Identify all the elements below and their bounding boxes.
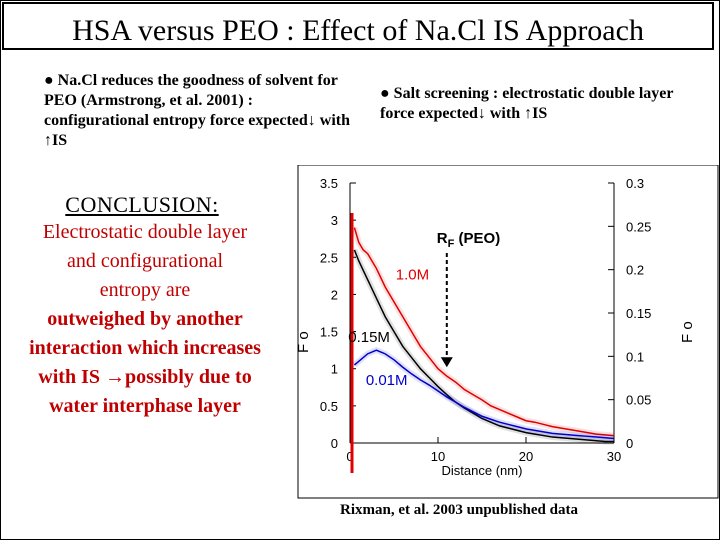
series-line-0 [353, 227, 615, 437]
y-left-tick-label: 0 [331, 436, 338, 451]
y-left-tick-label: 3.5 [320, 176, 338, 191]
y-right-tick-label: 0.05 [626, 393, 651, 408]
x-tick-label: 30 [607, 449, 621, 464]
series-line-1 [353, 249, 614, 443]
x-tick-label: 0 [346, 449, 353, 464]
conclusion-block: CONCLUSION: Electrostatic double layer a… [0, 192, 290, 421]
conclusion-line-1: Electrostatic double layer and configura… [42, 221, 248, 301]
conclusion-body: Electrostatic double layer and configura… [0, 218, 290, 421]
force-distance-chart: 0 0.5 1 1.5 2 2.5 3 3.5 0 0.05 0.1 0.15 0.2 0.25 0.3 0 1… [295, 165, 719, 499]
series-label-1-0m: 1.0M [396, 267, 429, 284]
y-axis-title-right: F o [679, 321, 696, 343]
y-left-tick-label: 2 [331, 287, 338, 302]
title-box: HSA versus PEO : Effect of Na.Cl IS Appr… [2, 2, 714, 50]
left-bullet-text: ● Na.Cl reduces the goodness of solvent … [44, 72, 351, 149]
x-tick-label: 10 [431, 449, 445, 464]
y-right-tick-label: 0.25 [626, 219, 651, 234]
series-line-2 [353, 349, 615, 440]
conclusion-heading: CONCLUSION: [65, 192, 219, 217]
y-left-tick-label: 2.5 [320, 250, 338, 265]
y-left-tick-label: 1.5 [320, 325, 338, 340]
series-label-0-15m: 0.15M [348, 329, 390, 346]
y-right-tick-label: 0.2 [626, 263, 644, 278]
chart-caption: Rixman, et al. 2003 unpublished data [340, 502, 578, 518]
y-right-tick-label: 0.3 [626, 176, 644, 191]
y-right-tick-label: 0.1 [626, 349, 644, 364]
series-label-0-01m: 0.01M [366, 372, 408, 389]
slide-title: HSA versus PEO : Effect of Na.Cl IS Appr… [72, 14, 644, 47]
x-tick-label: 20 [519, 449, 533, 464]
right-bullet-text: ● Salt screening : electrostatic double … [380, 85, 674, 122]
y-left-tick-label: 0.5 [320, 399, 338, 414]
y-left-tick-label: 1 [331, 362, 338, 377]
y-left-tick-label: 3 [331, 213, 338, 228]
x-axis-title: Distance (nm) [442, 463, 523, 478]
rf-annotation-label: RF (PEO) [437, 230, 500, 250]
y-right-tick-label: 0.15 [626, 306, 651, 321]
rf-arrow-head [440, 357, 453, 368]
conclusion-line-2: outweighed by another interaction which … [29, 308, 261, 417]
y-axis-title-left: F o [295, 331, 312, 353]
y-right-tick-label: 0 [626, 436, 633, 451]
